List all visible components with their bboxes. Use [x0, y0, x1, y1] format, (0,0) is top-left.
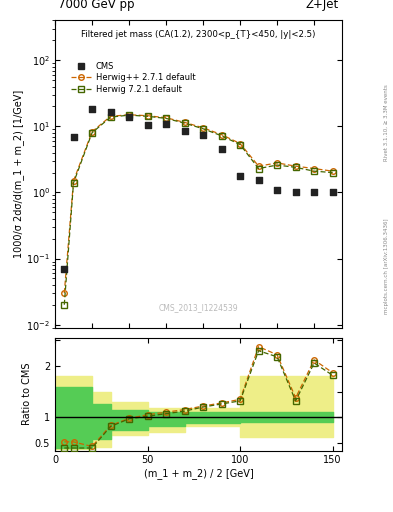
Point [144, 121, 151, 129]
Point [70, 133, 77, 141]
Point [329, 188, 336, 197]
Point [89, 105, 95, 114]
Y-axis label: Ratio to CMS: Ratio to CMS [22, 363, 32, 425]
Text: CMS_2013_I1224539: CMS_2013_I1224539 [159, 303, 238, 312]
X-axis label: (m_1 + m_2) / 2 [GeV]: (m_1 + m_2) / 2 [GeV] [143, 468, 253, 479]
Point [107, 108, 114, 116]
Point [237, 172, 243, 180]
Point [274, 186, 280, 194]
Point [182, 127, 188, 135]
Text: Rivet 3.1.10, ≥ 3.3M events: Rivet 3.1.10, ≥ 3.3M events [384, 84, 389, 161]
Text: 7000 GeV pp: 7000 GeV pp [58, 0, 134, 11]
Text: mcplots.cern.ch [arXiv:1306.3436]: mcplots.cern.ch [arXiv:1306.3436] [384, 219, 389, 314]
Point [292, 188, 299, 197]
Y-axis label: 1000/σ 2dσ/d(m_1 + m_2) [1/GeV]: 1000/σ 2dσ/d(m_1 + m_2) [1/GeV] [13, 90, 24, 258]
Point [200, 131, 206, 139]
Legend: CMS, Herwig++ 2.7.1 default, Herwig 7.2.1 default: CMS, Herwig++ 2.7.1 default, Herwig 7.2.… [71, 61, 195, 94]
Point [61, 265, 68, 273]
Point [311, 188, 317, 197]
Point [163, 119, 169, 127]
Text: Filtered jet mass (CA(1.2), 2300<p_{T}<450, |y|<2.5): Filtered jet mass (CA(1.2), 2300<p_{T}<4… [81, 30, 316, 39]
Point [219, 145, 225, 154]
Point [126, 113, 132, 121]
Text: Z+Jet: Z+Jet [306, 0, 339, 11]
Point [255, 176, 262, 184]
